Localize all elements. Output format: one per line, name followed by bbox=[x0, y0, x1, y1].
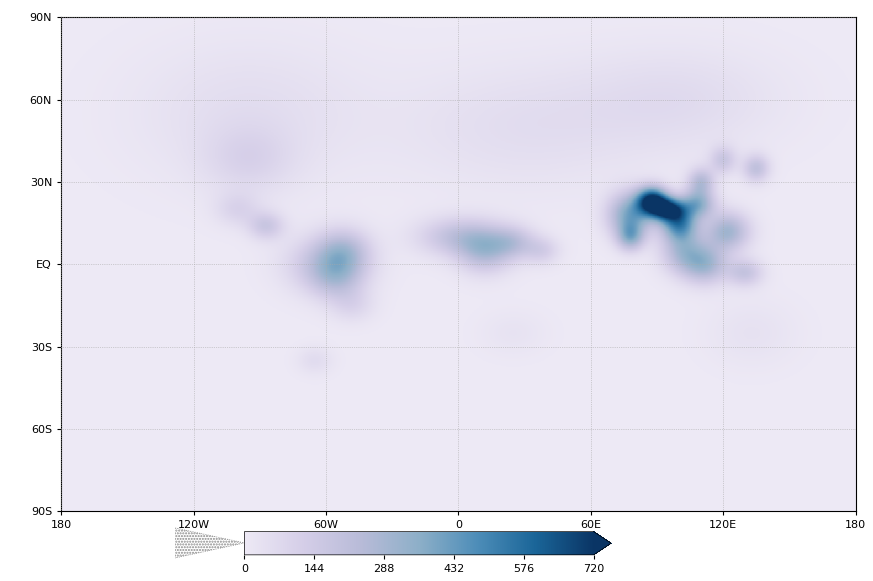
Polygon shape bbox=[175, 528, 244, 558]
PathPatch shape bbox=[594, 532, 611, 555]
